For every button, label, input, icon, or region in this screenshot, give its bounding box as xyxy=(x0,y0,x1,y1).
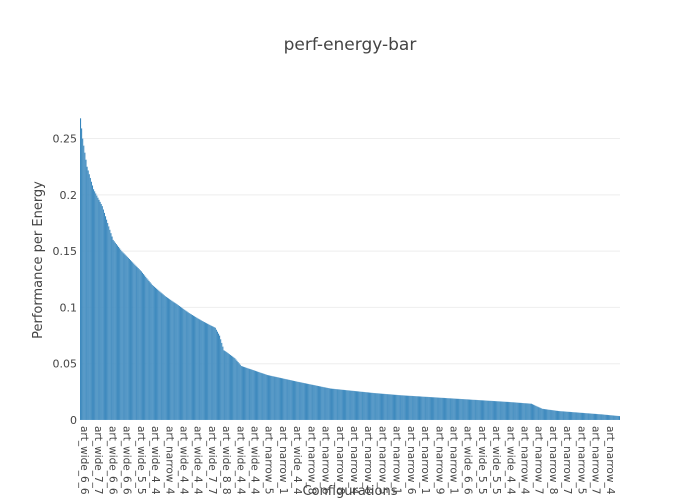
bar xyxy=(255,371,258,421)
bar xyxy=(618,415,621,421)
y-tick-label: 0 xyxy=(70,414,77,427)
bar xyxy=(498,401,500,421)
bar xyxy=(139,270,142,421)
bar xyxy=(274,376,276,421)
x-tick-label: art_wide_8_8 xyxy=(220,426,232,495)
x-tick-label: art_narrow_4 xyxy=(163,426,175,495)
bar xyxy=(196,317,198,421)
y-axis-title: Performance per Energy xyxy=(31,181,46,339)
x-tick-label: art_wide_7_7 xyxy=(206,426,218,495)
bar xyxy=(104,216,107,421)
bar xyxy=(424,396,426,421)
x-tick-label: art_narrow_7 xyxy=(590,426,602,494)
bar xyxy=(404,395,407,421)
bar xyxy=(90,181,93,421)
x-tick-label: art_narrow_8 xyxy=(547,426,559,494)
bar xyxy=(86,166,88,421)
x-tick-label: art_narrow_1 xyxy=(447,426,459,494)
bar xyxy=(330,388,333,421)
y-tick-label: 0.1 xyxy=(60,301,78,314)
x-axis-title: Configurations xyxy=(303,484,398,499)
x-tick-label: art_wide_4_4 xyxy=(504,426,516,495)
bar xyxy=(118,248,121,421)
chart-title: perf-energy-bar xyxy=(284,35,417,55)
bar xyxy=(158,290,160,421)
x-tick-label: art_wide_5_5 xyxy=(476,426,488,495)
y-tick-label: 0.2 xyxy=(60,189,78,202)
bar xyxy=(349,390,351,421)
x-tick-label: art_wide_6_6 xyxy=(121,426,133,495)
bars xyxy=(79,118,621,421)
x-tick-label: art_wide_7_7 xyxy=(92,426,104,495)
bar xyxy=(81,138,84,421)
bar xyxy=(109,229,111,421)
x-tick-label: art_narrow_9 xyxy=(433,426,445,494)
y-tick-label: 0.05 xyxy=(53,358,78,371)
x-tick-label: art_narrow_8 xyxy=(362,426,374,494)
bar xyxy=(130,261,133,421)
x-tick-label: art_narrow_1 xyxy=(419,426,431,494)
bar xyxy=(442,397,445,421)
x-tick-label: art_wide_4_4 xyxy=(291,426,303,495)
x-tick-label: art_wide_5_5 xyxy=(490,426,502,495)
bar xyxy=(100,203,102,421)
bar xyxy=(204,322,207,421)
bar xyxy=(367,392,370,421)
x-tick-label: art_wide_4_4 xyxy=(234,426,246,495)
x-tick-label: art_wide_4_4 xyxy=(192,426,204,495)
x-tick-label: art_narrow_7 xyxy=(533,426,545,494)
x-tick-label: art_narrow_5 xyxy=(575,426,587,494)
x-tick-label: art_narrow_8 xyxy=(334,426,346,494)
x-tick-label: art_narrow_4 xyxy=(519,426,531,495)
x-tick-label: art_wide_6_6 xyxy=(78,426,90,495)
bar xyxy=(461,398,463,421)
y-tick-labels: 0 0.05 0.1 0.15 0.2 0.25 xyxy=(53,133,78,427)
bar xyxy=(96,195,98,421)
x-tick-label: art_narrow_1 xyxy=(277,426,289,494)
bar xyxy=(176,304,178,421)
bar xyxy=(223,349,225,421)
bar xyxy=(312,384,314,421)
bar xyxy=(114,242,117,421)
x-tick-label: art_wide_4_4 xyxy=(249,426,261,495)
x-tick-label: art_narrow_4 xyxy=(348,426,360,495)
bar xyxy=(232,357,235,421)
x-tick-label: art_narrow_7 xyxy=(561,426,573,494)
x-tick-label: art_narrow_1 xyxy=(391,426,403,494)
x-tick-label: art_narrow_5 xyxy=(263,426,275,494)
y-tick-label: 0.25 xyxy=(53,133,78,146)
x-tick-label: art_wide_4_4 xyxy=(177,426,189,495)
bar xyxy=(479,399,482,421)
x-tick-label: art_wide_6_6 xyxy=(106,426,118,495)
bar xyxy=(386,393,388,421)
bar xyxy=(123,253,125,421)
bar xyxy=(241,366,244,421)
x-tick-label: art_wide_4_4 xyxy=(149,426,161,495)
bar xyxy=(149,281,151,421)
x-tick-label: art_narrow_4 xyxy=(604,426,616,495)
y-tick-label: 0.15 xyxy=(53,245,78,258)
bar xyxy=(167,298,170,421)
x-tick-labels: art_wide_6_6 art_wide_7_7 art_wide_6_6 art_… xyxy=(78,426,616,495)
bar xyxy=(293,380,296,421)
x-tick-label: art_narrow_6 xyxy=(320,426,332,495)
x-tick-label: art_narrow_6 xyxy=(405,426,417,495)
bar xyxy=(214,327,217,421)
bar xyxy=(251,369,253,421)
x-tick-label: art_wide_6_6 xyxy=(462,426,474,495)
x-tick-label: art_wide_5_5 xyxy=(135,426,147,495)
x-tick-label: art_narrow_8 xyxy=(305,426,317,494)
x-tick-label: art_narrow_5 xyxy=(376,426,388,494)
bar xyxy=(186,311,188,421)
